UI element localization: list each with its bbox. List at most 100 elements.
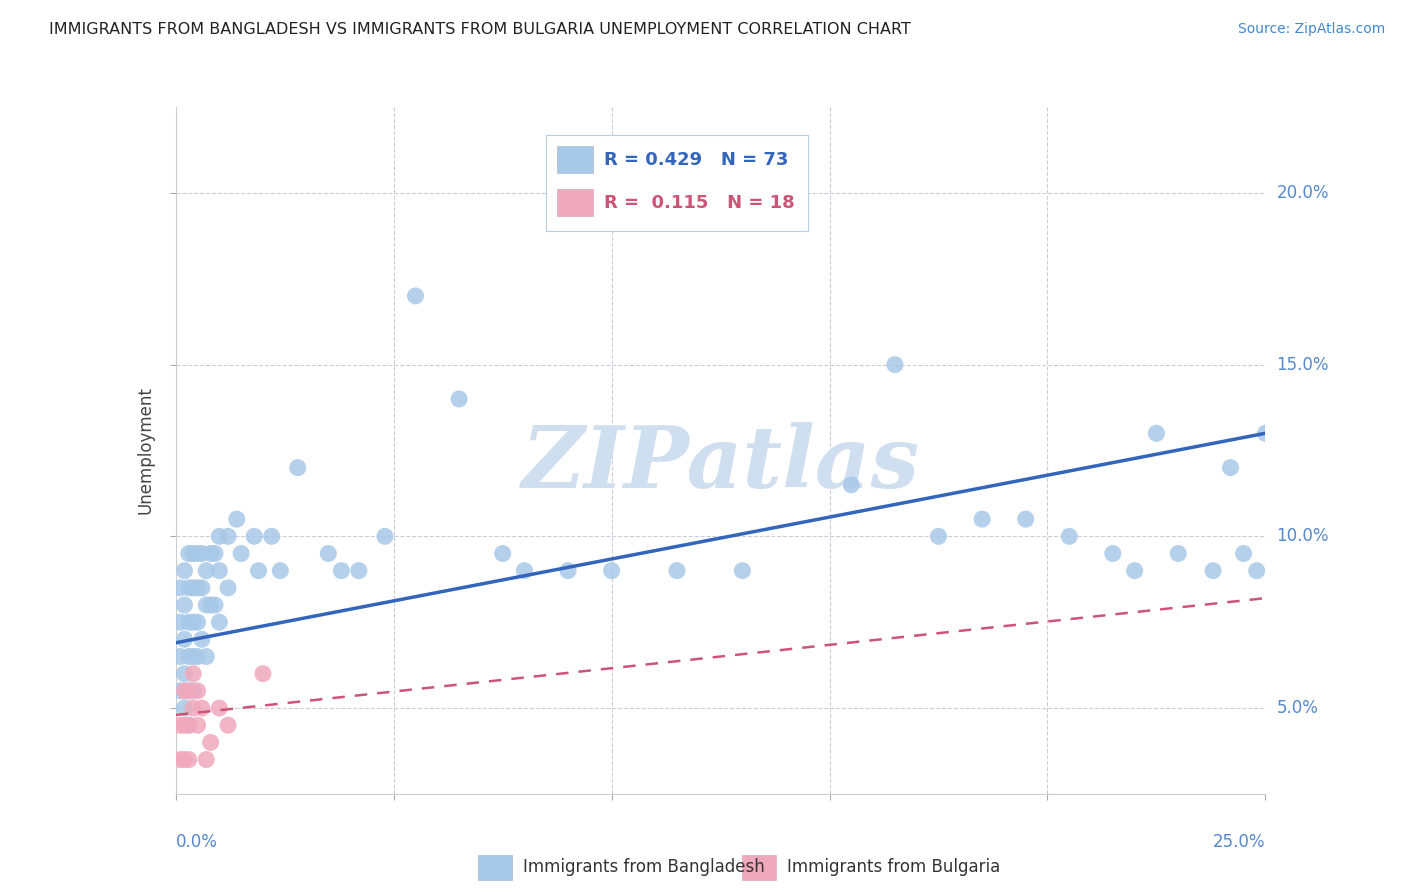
Point bbox=[928, 529, 950, 543]
Point bbox=[1015, 512, 1038, 526]
Point bbox=[200, 735, 222, 749]
Point bbox=[169, 753, 191, 767]
Point bbox=[169, 581, 191, 595]
Point bbox=[191, 546, 214, 561]
Point bbox=[260, 529, 283, 543]
Point bbox=[1144, 426, 1167, 441]
Text: Source: ZipAtlas.com: Source: ZipAtlas.com bbox=[1237, 22, 1385, 37]
Point bbox=[208, 701, 231, 715]
Point bbox=[181, 649, 204, 664]
Point bbox=[181, 615, 204, 630]
Point bbox=[731, 564, 754, 578]
Point bbox=[169, 718, 191, 732]
Point bbox=[177, 683, 200, 698]
Point bbox=[173, 701, 195, 715]
Point bbox=[181, 666, 204, 681]
Point bbox=[269, 564, 291, 578]
Text: 0.0%: 0.0% bbox=[176, 833, 218, 851]
Point bbox=[204, 598, 226, 612]
Point bbox=[200, 598, 222, 612]
Point bbox=[666, 564, 689, 578]
Text: R =  0.115   N = 18: R = 0.115 N = 18 bbox=[603, 194, 794, 211]
Point bbox=[173, 718, 195, 732]
Point bbox=[169, 615, 191, 630]
Point bbox=[195, 564, 218, 578]
Point bbox=[177, 753, 200, 767]
Bar bbox=[557, 189, 593, 216]
Text: 15.0%: 15.0% bbox=[1277, 356, 1329, 374]
Point bbox=[177, 683, 200, 698]
Point bbox=[191, 701, 214, 715]
Point bbox=[173, 753, 195, 767]
Point bbox=[186, 581, 209, 595]
Point bbox=[195, 753, 218, 767]
Point bbox=[231, 546, 253, 561]
Point bbox=[347, 564, 370, 578]
Point bbox=[186, 683, 209, 698]
Point bbox=[287, 460, 309, 475]
Point bbox=[447, 392, 470, 406]
Point bbox=[330, 564, 353, 578]
Point bbox=[169, 649, 191, 664]
Point bbox=[318, 546, 340, 561]
Point bbox=[177, 546, 200, 561]
Point bbox=[252, 666, 274, 681]
Point bbox=[186, 718, 209, 732]
Point bbox=[195, 649, 218, 664]
Point bbox=[177, 718, 200, 732]
Point bbox=[1202, 564, 1225, 578]
Point bbox=[177, 649, 200, 664]
Point bbox=[208, 564, 231, 578]
Point bbox=[513, 564, 536, 578]
Text: 5.0%: 5.0% bbox=[1277, 699, 1319, 717]
Point bbox=[181, 683, 204, 698]
Point bbox=[405, 289, 427, 303]
Point bbox=[173, 683, 195, 698]
Bar bbox=[742, 855, 776, 880]
Point bbox=[169, 683, 191, 698]
Point bbox=[374, 529, 396, 543]
Point bbox=[191, 632, 214, 647]
Point bbox=[884, 358, 907, 372]
Y-axis label: Unemployment: Unemployment bbox=[136, 386, 155, 515]
Point bbox=[177, 718, 200, 732]
Point bbox=[841, 478, 863, 492]
Point bbox=[1232, 546, 1256, 561]
Point bbox=[177, 581, 200, 595]
Point bbox=[600, 564, 623, 578]
Point bbox=[1254, 426, 1277, 441]
Point bbox=[243, 529, 266, 543]
Point bbox=[191, 581, 214, 595]
Point bbox=[208, 529, 231, 543]
Text: R = 0.429   N = 73: R = 0.429 N = 73 bbox=[603, 151, 789, 169]
Point bbox=[200, 546, 222, 561]
Point bbox=[181, 701, 204, 715]
Point bbox=[1167, 546, 1189, 561]
Text: 10.0%: 10.0% bbox=[1277, 527, 1329, 545]
Point bbox=[181, 546, 204, 561]
Point bbox=[557, 564, 579, 578]
Text: Immigrants from Bangladesh: Immigrants from Bangladesh bbox=[523, 858, 765, 877]
Point bbox=[173, 564, 195, 578]
Point bbox=[1123, 564, 1146, 578]
Text: 25.0%: 25.0% bbox=[1213, 833, 1265, 851]
Point bbox=[1057, 529, 1080, 543]
Point bbox=[181, 581, 204, 595]
Point bbox=[173, 666, 195, 681]
Point bbox=[1102, 546, 1125, 561]
Point bbox=[208, 615, 231, 630]
Point bbox=[225, 512, 247, 526]
Point bbox=[177, 615, 200, 630]
Bar bbox=[478, 855, 512, 880]
Point bbox=[492, 546, 515, 561]
Point bbox=[217, 718, 239, 732]
Point bbox=[173, 632, 195, 647]
Point bbox=[217, 529, 239, 543]
Point bbox=[195, 598, 218, 612]
Point bbox=[217, 581, 239, 595]
Bar bbox=[557, 146, 593, 173]
Point bbox=[186, 649, 209, 664]
Text: 20.0%: 20.0% bbox=[1277, 184, 1329, 202]
Text: IMMIGRANTS FROM BANGLADESH VS IMMIGRANTS FROM BULGARIA UNEMPLOYMENT CORRELATION : IMMIGRANTS FROM BANGLADESH VS IMMIGRANTS… bbox=[49, 22, 911, 37]
Point bbox=[970, 512, 993, 526]
